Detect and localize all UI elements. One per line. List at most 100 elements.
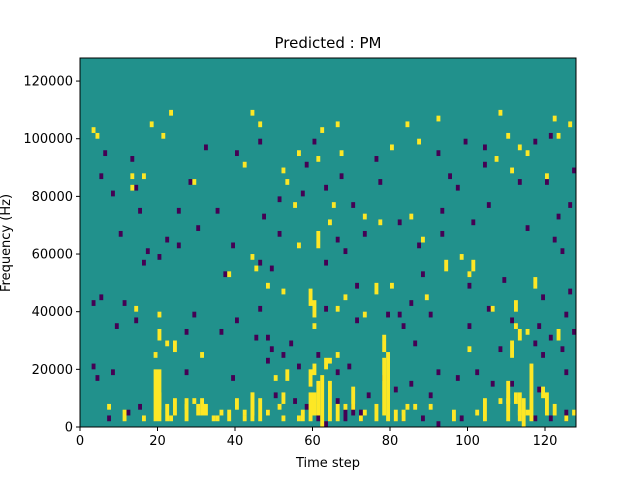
high-value-cell <box>529 363 534 422</box>
low-value-cell <box>215 207 220 214</box>
low-value-cell <box>525 225 530 231</box>
high-value-cell <box>510 167 514 174</box>
low-value-cell <box>498 346 503 353</box>
low-value-cell <box>335 369 340 376</box>
x-tick-label: 80 <box>382 434 399 449</box>
low-value-cell <box>397 219 402 226</box>
high-value-cell <box>149 121 154 128</box>
high-value-cell <box>362 409 367 416</box>
low-value-cell <box>103 150 108 157</box>
low-value-cell <box>510 380 514 387</box>
low-value-cell <box>467 323 472 329</box>
high-value-cell <box>343 403 348 410</box>
y-tick-label: 0 <box>65 421 73 436</box>
high-value-cell <box>471 259 476 272</box>
high-value-cell <box>572 409 576 416</box>
high-value-cell <box>250 254 255 260</box>
high-value-cell <box>169 415 173 422</box>
high-value-cell <box>192 179 197 185</box>
low-value-cell <box>204 144 208 151</box>
high-value-cell <box>390 144 394 151</box>
low-value-cell <box>157 254 162 260</box>
high-value-cell <box>320 127 325 133</box>
low-value-cell <box>107 415 111 422</box>
high-value-cell <box>335 403 340 422</box>
heatmap-cells <box>91 109 576 427</box>
high-value-cell <box>401 409 406 422</box>
high-value-cell <box>405 403 410 410</box>
high-value-cell <box>196 403 201 416</box>
high-value-cell <box>421 236 425 243</box>
low-value-cell <box>572 328 576 335</box>
high-value-cell <box>297 415 301 422</box>
low-value-cell <box>304 403 309 410</box>
low-value-cell <box>235 317 239 324</box>
high-value-cell <box>552 403 557 416</box>
high-value-cell <box>533 277 538 289</box>
low-value-cell <box>145 248 150 255</box>
low-value-cell <box>176 242 181 249</box>
high-value-cell <box>444 259 449 272</box>
low-value-cell <box>502 277 507 283</box>
y-tick-label: 120000 <box>23 75 73 90</box>
low-value-cell <box>235 150 239 157</box>
low-value-cell <box>254 334 259 341</box>
high-value-cell <box>142 415 146 422</box>
low-value-cell <box>122 300 127 306</box>
high-value-cell <box>91 127 96 133</box>
high-value-cell <box>525 328 530 335</box>
y-axis-label: Frequency (Hz) <box>0 194 14 292</box>
high-value-cell <box>382 334 387 341</box>
high-value-cell <box>157 328 162 341</box>
low-value-cell <box>335 236 340 243</box>
low-value-cell <box>483 144 487 151</box>
high-value-cell <box>250 109 255 116</box>
high-value-cell <box>130 173 135 180</box>
low-value-cell <box>397 311 402 318</box>
high-value-cell <box>556 132 561 139</box>
high-value-cell <box>390 282 394 289</box>
low-value-cell <box>258 138 263 145</box>
plot-frame <box>79 57 577 428</box>
y-axis: 0 20000 40000 60000 80000 100000 120000 <box>23 75 80 436</box>
low-value-cell <box>324 421 328 427</box>
low-value-cell <box>355 282 359 289</box>
high-value-cell <box>316 380 321 416</box>
low-value-cell <box>99 173 104 180</box>
high-value-cell <box>258 398 263 422</box>
high-value-cell <box>320 375 325 427</box>
low-value-cell <box>490 380 495 387</box>
low-value-cell <box>448 173 452 180</box>
high-value-cell <box>525 409 530 416</box>
low-value-cell <box>483 161 487 168</box>
low-value-cell <box>297 363 301 370</box>
low-value-cell <box>533 340 538 347</box>
low-value-cell <box>421 271 425 278</box>
low-value-cell <box>281 352 286 358</box>
low-value-cell <box>324 259 328 266</box>
low-value-cell <box>564 311 569 318</box>
low-value-cell <box>409 380 414 387</box>
high-value-cell <box>312 363 317 376</box>
low-value-cell <box>362 230 367 237</box>
low-value-cell <box>517 179 522 185</box>
low-value-cell <box>366 392 371 399</box>
high-value-cell <box>200 398 204 416</box>
high-value-cell <box>490 305 495 312</box>
low-value-cell <box>548 334 553 341</box>
y-tick-label: 40000 <box>32 305 73 320</box>
high-value-cell <box>200 352 204 358</box>
low-value-cell <box>335 398 340 404</box>
x-tick-label: 60 <box>304 434 321 449</box>
high-value-cell <box>405 121 410 128</box>
high-value-cell <box>242 161 247 168</box>
high-value-cell <box>378 219 383 226</box>
high-value-cell <box>316 156 321 162</box>
low-value-cell <box>134 184 139 191</box>
low-value-cell <box>126 409 131 416</box>
high-value-cell <box>122 409 127 422</box>
high-value-cell <box>227 271 232 278</box>
high-value-cell <box>362 213 367 220</box>
low-value-cell <box>130 156 135 162</box>
x-tick-label: 120 <box>533 434 558 449</box>
